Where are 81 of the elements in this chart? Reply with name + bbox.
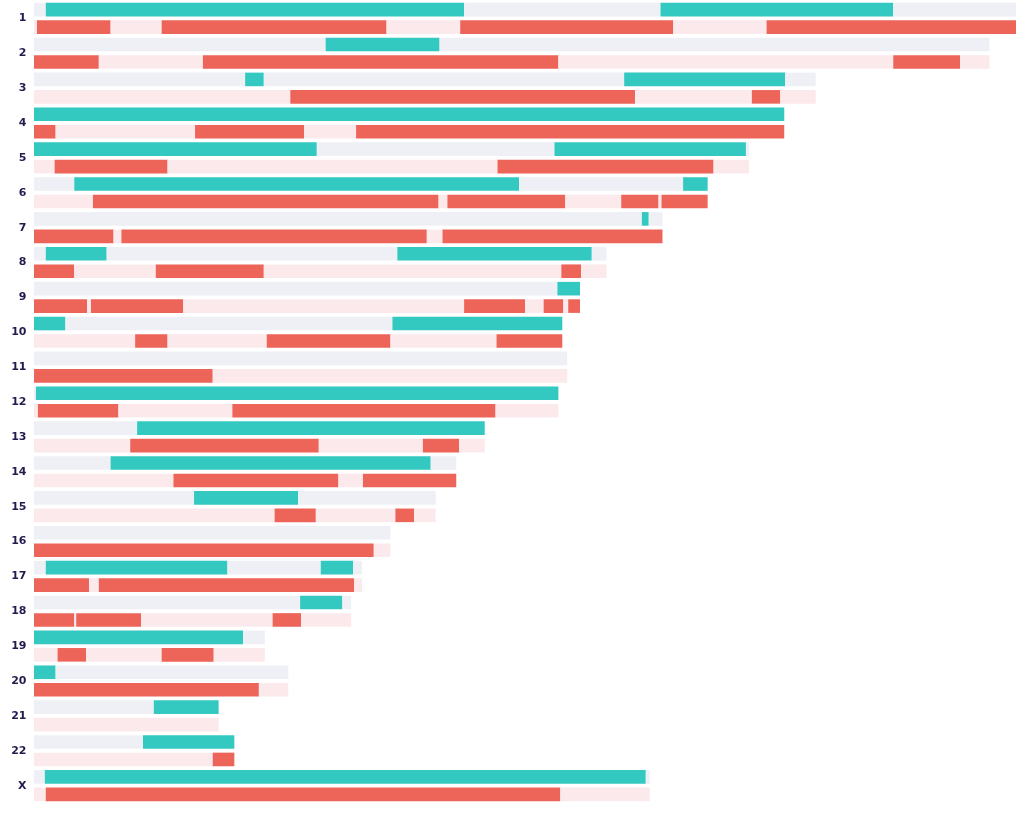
y-tick-label: 16 (11, 534, 27, 548)
bar (143, 735, 235, 749)
y-tick-label: 18 (11, 604, 27, 618)
bar (751, 90, 781, 104)
bar (35, 386, 559, 401)
bar (34, 595, 301, 610)
y-tick-label: 2 (18, 46, 27, 60)
bar (34, 177, 75, 191)
bar (161, 648, 214, 662)
y-tick-label: 12 (11, 394, 27, 408)
y-tick-label: 15 (11, 499, 27, 513)
bar (45, 2, 465, 17)
bar (568, 299, 580, 313)
bar (34, 735, 143, 749)
y-tick-label: 19 (11, 639, 27, 653)
bar (74, 177, 520, 191)
bar (34, 421, 138, 435)
y-tick-label: 4 (18, 115, 27, 129)
y-tick-label: 1 (18, 11, 27, 25)
bar (780, 90, 816, 104)
bar (137, 421, 485, 435)
bar (557, 281, 580, 296)
bar (325, 37, 440, 52)
y-tick-label: 21 (11, 708, 27, 722)
bar (34, 212, 642, 226)
bar (34, 246, 46, 261)
bar (580, 264, 607, 279)
bar (34, 72, 246, 87)
bar (422, 438, 460, 453)
bar (153, 700, 219, 714)
bar (766, 20, 1016, 34)
bar (414, 508, 436, 523)
y-tick-label: 11 (11, 360, 27, 374)
bar (34, 37, 326, 52)
bar (713, 159, 749, 174)
bar (34, 2, 46, 17)
bar (497, 159, 714, 174)
bar (34, 700, 154, 714)
bar (459, 438, 485, 453)
bar (300, 595, 343, 610)
bar (232, 403, 496, 418)
bar (44, 770, 646, 784)
y-tick-label: 14 (11, 464, 27, 478)
bar (213, 648, 265, 662)
bar (301, 613, 352, 627)
bar (266, 334, 391, 348)
bar (34, 491, 195, 505)
bar (960, 55, 990, 69)
y-tick-label: 22 (11, 743, 27, 757)
y-tick-label: 20 (11, 673, 27, 687)
y-tick-label: X (18, 778, 28, 792)
bar (45, 246, 107, 261)
bar (641, 212, 649, 226)
y-tick-label: 17 (11, 569, 27, 583)
y-tick-label: 5 (18, 150, 27, 164)
bar (661, 194, 708, 209)
bar (34, 456, 111, 470)
y-tick-label: 10 (11, 325, 27, 339)
bar (34, 281, 558, 296)
bar (495, 403, 559, 418)
bar (245, 72, 264, 87)
bar (525, 299, 544, 313)
y-tick-label: 8 (18, 255, 27, 269)
y-tick-label: 6 (18, 185, 27, 199)
bar (390, 334, 497, 348)
bar (34, 770, 45, 784)
bar (161, 20, 387, 34)
bar (34, 560, 46, 575)
bar (362, 473, 457, 488)
y-tick-label: 7 (18, 220, 27, 234)
bar (110, 456, 431, 470)
bar (194, 491, 299, 505)
y-tick-label: 3 (18, 81, 27, 95)
y-tick-label: 9 (18, 290, 27, 304)
bar (565, 194, 622, 209)
bar (45, 560, 228, 575)
bar (386, 20, 461, 34)
y-tick-label: 13 (11, 429, 27, 443)
bar (447, 194, 566, 209)
bar (673, 20, 767, 34)
bar (395, 508, 415, 523)
